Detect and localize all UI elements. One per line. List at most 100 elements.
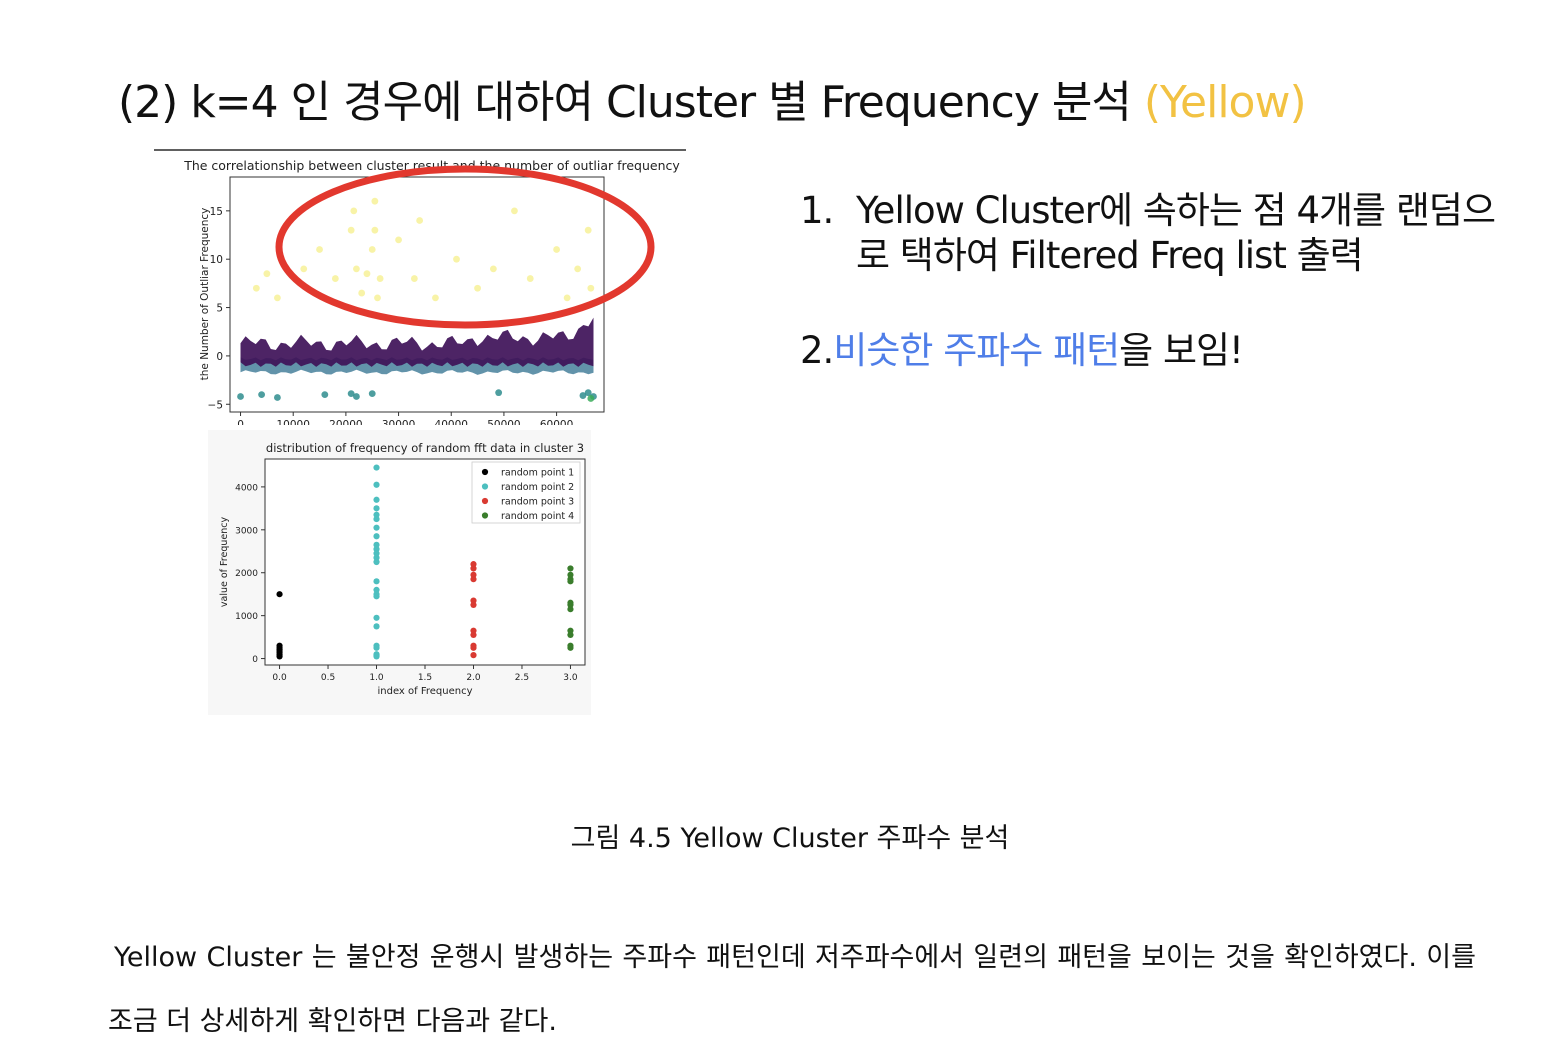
chart2-point: [373, 623, 380, 630]
chart2-point: [276, 591, 283, 598]
chart2-point: [373, 541, 380, 548]
chart1-xtick-label: 40000: [435, 419, 468, 425]
chart2-point: [373, 533, 380, 540]
chart1-point: [353, 265, 360, 273]
chart2-xtick-label: 2.5: [515, 673, 529, 683]
point-2-highlight: 비슷한 주파수 패턴: [833, 329, 1120, 372]
figure-caption: 그림 4.5 Yellow Cluster 주파수 분석: [570, 823, 1010, 854]
chart1-ytick-label: 10: [210, 254, 223, 266]
chart2-point: [373, 558, 380, 566]
chart1-point: [574, 265, 582, 273]
chart2-point: [470, 576, 477, 583]
point-2-rest: 을 보임!: [1119, 329, 1244, 372]
chart2-point: [373, 496, 380, 503]
body-paragraph: Yellow Cluster 는 불안정 운행시 발생하는 주파수 패턴인데 저…: [108, 942, 1476, 1037]
legend-label: random point 3: [501, 497, 574, 508]
chart1-point: [331, 275, 339, 282]
chart2-point: [373, 481, 380, 488]
chart2-point: [567, 578, 574, 585]
chart1-point: [511, 207, 518, 215]
chart1-point: [579, 392, 587, 399]
chart2-point: [373, 554, 380, 561]
chart1-point: [395, 236, 402, 244]
point-1-text: Yellow Cluster에 속하는 점 4개를 랜덤으로 택하여 Filte…: [856, 189, 1496, 277]
chart2-point: [373, 578, 380, 585]
chart2-ytick-label: 3000: [235, 526, 258, 536]
point-1: 1. Yellow Cluster에 속하는 점 4개를 랜덤으로 택하여 Fil…: [800, 188, 1520, 278]
chart2-point: [373, 524, 380, 531]
chart2-point: [373, 464, 380, 471]
chart2-xtick-label: 1.0: [369, 673, 384, 683]
chart2-point: [373, 593, 380, 600]
chart1-point: [495, 389, 503, 397]
chart1-ytick-label: −5: [208, 399, 223, 411]
point-1-number: 1.: [800, 189, 834, 232]
chart1-xtick-label: 10000: [277, 419, 310, 425]
legend-label: random point 2: [501, 482, 574, 493]
chart2-point: [470, 627, 477, 634]
chart1-xtick-label: 0: [237, 419, 244, 425]
chart2-point: [470, 565, 477, 572]
chart1-point: [371, 197, 379, 205]
chart2-point: [470, 597, 477, 604]
chart1-point: [432, 294, 439, 302]
legend-marker: [481, 468, 489, 476]
chart2-point: [567, 606, 574, 613]
chart2-point: [470, 601, 477, 609]
chart1-point: [316, 246, 323, 253]
chart1-ytick-label: 0: [216, 351, 223, 363]
chart2-ytick-label: 1000: [235, 612, 258, 622]
chart2-ytick-label: 2000: [235, 569, 258, 579]
chart1-point: [584, 226, 592, 234]
chart2-legend: random point 1 random point 2 random point…: [471, 461, 581, 524]
chart1-point: [353, 393, 360, 400]
chart2-point: [470, 561, 477, 568]
chart1-point: [553, 246, 560, 253]
chart2-xtick-label: 0.5: [321, 673, 335, 683]
chart1-xtick-label: 30000: [382, 419, 415, 425]
chart1-ytick-label: 5: [216, 303, 223, 315]
chart2-point: [470, 571, 477, 578]
chart1-point: [526, 275, 534, 282]
chart1-point: [416, 217, 424, 224]
legend-label: random point 1: [501, 468, 574, 479]
chart1-point: [263, 270, 271, 278]
chart1-point: [453, 255, 460, 263]
chart1-point: [368, 246, 376, 253]
chart1-point: [410, 275, 418, 282]
chart1-xtick-label: 60000: [540, 419, 573, 425]
chart2-point: [567, 601, 574, 609]
chart1-point: [376, 275, 384, 282]
chart2-xlabel: index of Frequency: [377, 686, 472, 697]
chart2-ytick-label: 0: [252, 655, 258, 665]
slide-title-main: (2) k=4 인 경우에 대하여 Cluster 별 Frequency 분석: [118, 77, 1144, 128]
chart1-point: [258, 391, 266, 398]
chart1-point: [358, 289, 366, 297]
chart2-point: [470, 631, 477, 639]
chart1-point: [474, 284, 481, 292]
slide-title-accent: (Yellow): [1143, 77, 1307, 128]
slide-title: (2) k=4 인 경우에 대하여 Cluster 별 Frequency 분석…: [118, 66, 1307, 130]
chart1-point: [252, 284, 260, 292]
chart2-point: [567, 627, 574, 634]
legend-marker: [481, 497, 489, 505]
chart1-plot-frame: [229, 176, 605, 413]
chart1-ytick-label: 15: [210, 206, 223, 218]
key-points: 1. Yellow Cluster에 속하는 점 4개를 랜덤으로 택하여 Fil…: [800, 188, 1520, 373]
chart1-point: [584, 389, 592, 397]
chart2-point: [373, 644, 380, 651]
frequency-distribution-chart: distribution of frequency of random fft …: [208, 430, 591, 715]
chart1-point: [587, 395, 595, 402]
chart1-ylabel: the Number of Outliar Frequency: [199, 208, 211, 381]
chart1-point: [300, 265, 308, 273]
chart1-point: [363, 270, 371, 278]
chart1-point: [347, 390, 355, 398]
chart1-title: The correlationship between cluster resu…: [183, 158, 680, 173]
chart2-point: [373, 515, 380, 523]
point-2: 2.비슷한 주파수 패턴을 보임!: [800, 328, 1520, 373]
chart1-point: [347, 226, 355, 234]
chart2-point: [567, 631, 574, 639]
chart1-point: [274, 294, 281, 302]
chart2-point: [470, 652, 477, 659]
chart2-xtick-label: 3.0: [563, 673, 578, 683]
